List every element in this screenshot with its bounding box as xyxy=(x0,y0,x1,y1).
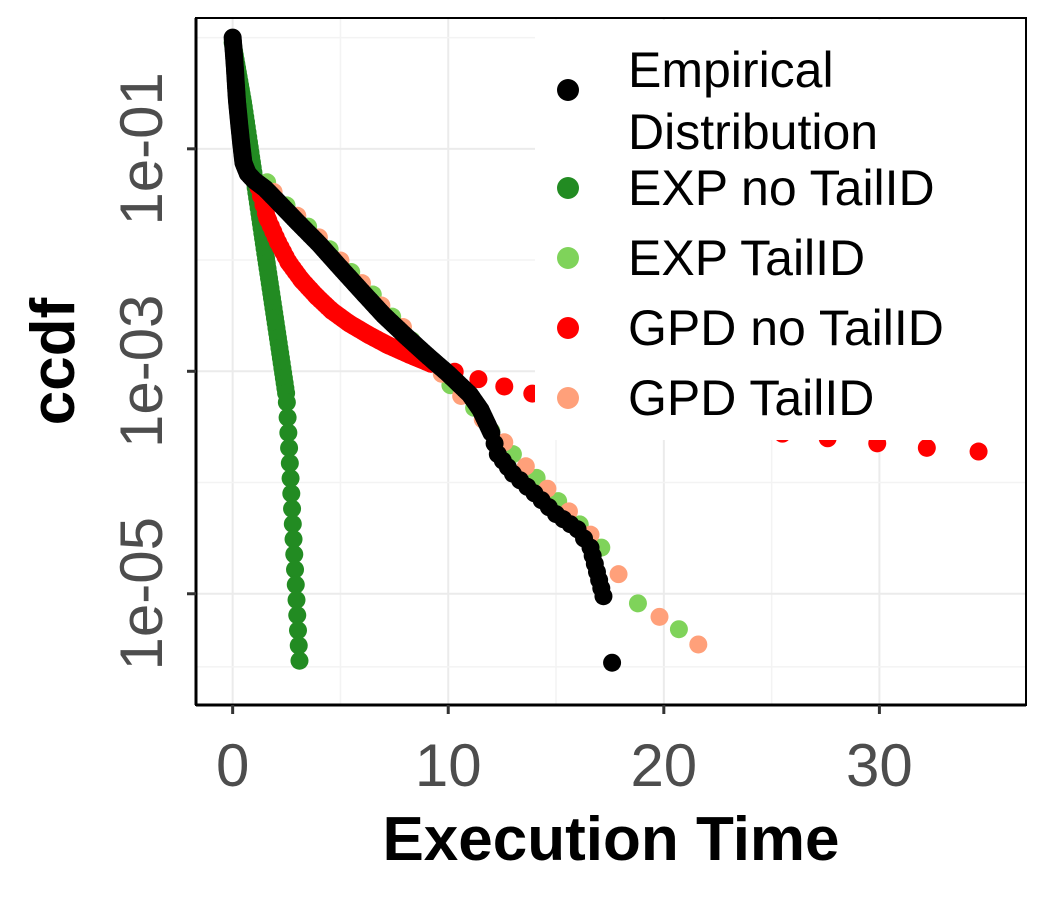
legend-label-exp-no-tailid: EXP no TailID xyxy=(628,160,935,216)
point-exp-no-tailid xyxy=(279,423,298,442)
x-tick-label: 0 xyxy=(216,732,249,799)
point-exp-no-tailid xyxy=(283,499,302,518)
point-exp-no-tailid xyxy=(286,575,305,594)
legend-key-empirical-distribution xyxy=(557,79,579,101)
point-exp-no-tailid xyxy=(287,590,306,609)
point-gpd-tailid xyxy=(650,607,669,626)
legend-label-gpd-no-tailid: GPD no TailID xyxy=(628,300,944,356)
point-exp-tailid xyxy=(669,620,688,639)
point-exp-no-tailid xyxy=(286,560,305,579)
x-axis-title: Execution Time xyxy=(382,805,839,874)
point-exp-no-tailid xyxy=(288,606,307,625)
point-exp-no-tailid xyxy=(283,514,302,533)
axes: 0 10 20 30 1e-05 1e-03 1e-01 xyxy=(108,18,1026,799)
legend-label-gpd-tailid: GPD TailID xyxy=(628,370,874,426)
legend-key-gpd-tailid xyxy=(557,387,579,409)
legend-key-exp-no-tailid xyxy=(557,177,579,199)
point-exp-no-tailid xyxy=(281,469,300,488)
x-tick-label: 20 xyxy=(630,732,697,799)
point-exp-tailid xyxy=(628,594,647,613)
data-series-layer xyxy=(223,28,988,672)
point-exp-no-tailid xyxy=(282,484,301,503)
y-tick-label: 1e-05 xyxy=(108,517,175,670)
point-gpd-no-tailid xyxy=(917,438,936,457)
point-empirical-distribution xyxy=(603,653,622,672)
point-gpd-no-tailid xyxy=(969,442,988,461)
series-empirical-distribution xyxy=(223,28,622,672)
point-exp-no-tailid xyxy=(289,636,308,655)
point-empirical-distribution xyxy=(594,587,613,606)
point-exp-no-tailid xyxy=(284,530,303,549)
legend-label-empirical-distribution: Empirical xyxy=(628,42,834,98)
point-exp-no-tailid xyxy=(280,438,299,457)
point-exp-no-tailid xyxy=(288,621,307,640)
point-gpd-tailid xyxy=(609,565,628,584)
y-axis-title: ccdf xyxy=(19,297,88,425)
legend-label-empirical-distribution: Distribution xyxy=(628,104,878,160)
y-tick-label: 1e-01 xyxy=(108,72,175,225)
point-gpd-no-tailid xyxy=(469,370,488,389)
x-tick-label: 30 xyxy=(846,732,913,799)
point-exp-no-tailid xyxy=(280,454,299,473)
legend-background xyxy=(535,20,1025,440)
legend-key-exp-tailid xyxy=(557,247,579,269)
legend-label-exp-tailid: EXP TailID xyxy=(628,230,865,286)
point-exp-no-tailid xyxy=(285,545,304,564)
point-exp-no-tailid xyxy=(278,408,297,427)
x-tick-label: 10 xyxy=(415,732,482,799)
point-gpd-tailid xyxy=(689,635,708,654)
y-tick-label: 1e-03 xyxy=(108,295,175,448)
legend-key-gpd-no-tailid xyxy=(557,317,579,339)
point-exp-no-tailid xyxy=(290,651,309,670)
point-exp-no-tailid xyxy=(277,393,296,412)
point-gpd-no-tailid xyxy=(495,377,514,396)
